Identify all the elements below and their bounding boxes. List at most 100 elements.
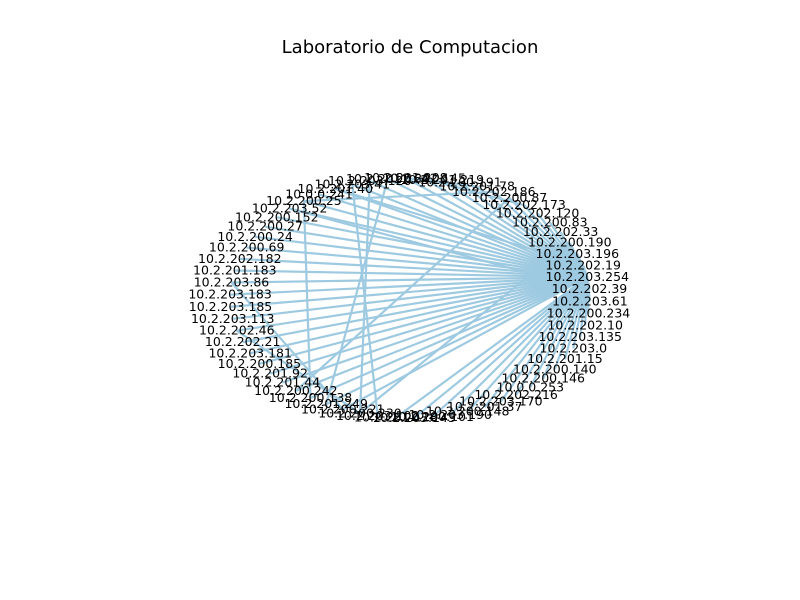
graph-edge [303, 200, 588, 279]
graph-edge [230, 276, 588, 308]
node-label: 10.2.203.52 [252, 201, 328, 216]
node-label: 10.2.201.40 [298, 181, 374, 196]
node-label: 10.2.203.135 [538, 329, 622, 344]
node-label: 10.2.203.185 [189, 299, 273, 314]
node-label: 10.2.201.78 [439, 179, 515, 194]
node-label: 10.2.200.190 [528, 235, 612, 250]
node-label: 10.2.200.140 [513, 361, 597, 376]
node-label: 10.2.202.182 [198, 251, 282, 266]
node-label: 10.2.200.242 [254, 383, 338, 398]
graph-edge [466, 276, 589, 413]
graph-edge [325, 276, 588, 406]
graph-edge [499, 276, 589, 403]
node-label: 10.2.202.21 [205, 334, 281, 349]
node-label: 10.2.203.86 [194, 275, 270, 290]
node-label: 10.2.202.10 [547, 318, 623, 333]
node-label: 10.2.200.234 [547, 306, 631, 321]
node-label: 10.2.203.143 [372, 410, 456, 425]
graph-edge [483, 276, 589, 408]
node-label: 10.2.201.44 [245, 375, 321, 390]
graph-edge [232, 276, 588, 320]
node-label: 10.0.0.241 [285, 186, 353, 201]
graph-edge [259, 276, 588, 365]
graph-edge [449, 276, 589, 416]
node-label: 10.2.200.83 [512, 214, 588, 229]
graph-edge [395, 276, 588, 419]
node-label: 10.2.201.219 [401, 172, 485, 187]
node-label: 10.2.200.191 [418, 175, 502, 190]
graph-edge [289, 207, 588, 279]
node-label: 10.2.203.61 [552, 293, 628, 308]
graph-edge [282, 276, 588, 384]
graph-edge [459, 181, 588, 279]
node-label: 10.2.200.152 [235, 209, 319, 224]
graph-edge [254, 235, 588, 279]
node-label: 10.2.200.87 [472, 190, 548, 205]
node-label: 10.2.203.170 [459, 394, 543, 409]
node-label: 10.2.203.190 [408, 407, 492, 422]
graph-edge [358, 180, 371, 414]
node-label: 10.2.203.102 [336, 408, 420, 423]
node-label: 10.2.200.148 [426, 404, 510, 419]
node-label: 10.2.202.216 [474, 387, 558, 402]
node-label: 10.2.201.208 [364, 170, 448, 185]
node-label: 10.2.202.173 [482, 197, 566, 212]
graph-edge [242, 276, 588, 344]
graph-edge [359, 241, 571, 415]
node-label: 10.2.202.39 [552, 281, 628, 296]
graph-title: Laboratorio de Computacion [282, 37, 539, 58]
node-label: 10.2.201.37 [447, 399, 523, 414]
node-label: 10.2.200.25 [266, 193, 342, 208]
edge-group [230, 176, 591, 419]
node-label: 10.2.202.46 [199, 323, 275, 338]
node-label-group: 10.2.203.25410.2.202.3910.2.203.6110.2.2… [188, 170, 630, 425]
graph-edge [269, 276, 588, 375]
graph-edge [249, 276, 588, 355]
graph-edge [342, 276, 588, 411]
node-label: 10.2.203.254 [546, 269, 630, 284]
node-label: 10.2.203.41 [315, 176, 391, 191]
graph-edge [295, 197, 511, 392]
node-label: 10.2.203.120 [328, 173, 412, 188]
node-label: 10.2.200.69 [209, 240, 285, 255]
graph-edge [303, 190, 494, 203]
graph-edge [289, 207, 590, 291]
node-label: 10.2.202.33 [523, 224, 599, 239]
graph-edge [230, 276, 588, 296]
node-label: 10.2.201.249 [284, 396, 368, 411]
node-label: 10.2.200.185 [218, 356, 302, 371]
graph-edge [431, 276, 589, 418]
node-label: 10.2.203.183 [188, 287, 272, 302]
node-label: 10.2.200.230 [318, 405, 402, 420]
graph-edge [295, 276, 588, 392]
node-label: 10.2.200.24 [217, 229, 293, 244]
node-label: 10.2.201.92 [232, 366, 308, 381]
graph-edge [325, 178, 389, 405]
graph-edge [236, 276, 588, 332]
graph-edge [334, 187, 584, 267]
node-label: 10.2.203.181 [208, 345, 292, 360]
node-label: 10.2.201.128 [354, 410, 438, 425]
graph-edge [553, 276, 589, 370]
node-label: 10.2.200.101 [390, 409, 474, 424]
node-label: 10.2.201.183 [193, 263, 277, 278]
node-label: 10.2.200.138 [269, 390, 353, 405]
graph-edge [413, 276, 588, 419]
graph-edge [582, 264, 589, 278]
graph-edge [265, 225, 588, 279]
graph-edge [529, 276, 589, 388]
node-label: 10.2.203.196 [536, 246, 620, 261]
node-label: 10.2.203.0 [540, 340, 608, 355]
graph-edge [236, 329, 361, 415]
node-label: 10.2.202.19 [545, 257, 621, 272]
node-label: 10.0.0.253 [497, 379, 565, 394]
graph-edge [310, 276, 588, 400]
node-label: 10.2.200.27 [227, 219, 303, 234]
node-label: 10.2.202.145 [382, 170, 466, 185]
graph-edge [318, 193, 588, 279]
graph-edge [542, 276, 589, 380]
graph-edge [302, 201, 312, 399]
node-label: 10.2.201.164 [346, 171, 430, 186]
node-label: 10.2.203.113 [191, 311, 275, 326]
